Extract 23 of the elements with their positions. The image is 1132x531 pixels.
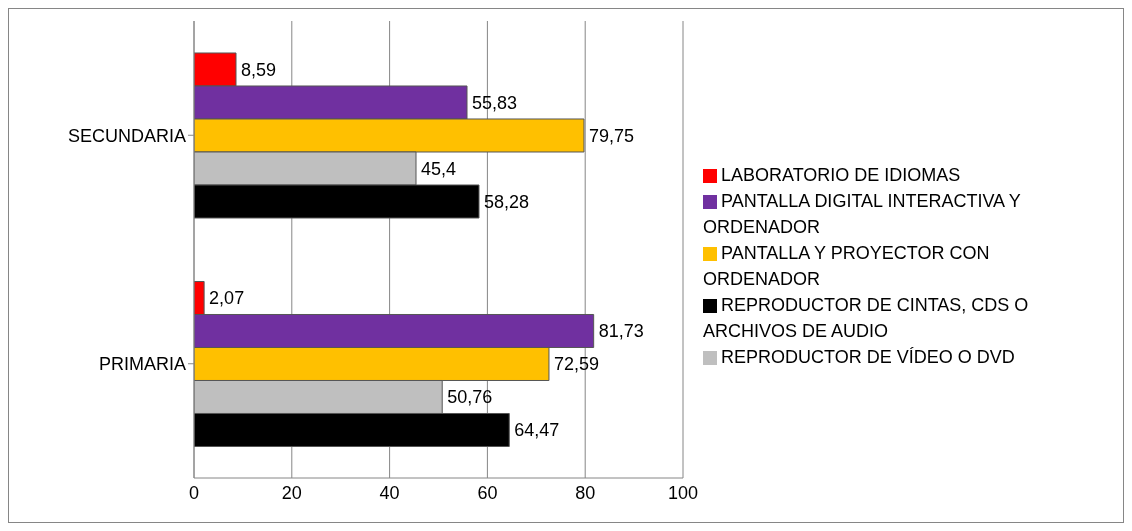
data-label: 50,76	[447, 387, 493, 408]
data-label: 64,47	[514, 420, 560, 441]
legend-label: REPRODUCTOR DE VÍDEO O DVD	[721, 346, 1015, 367]
x-tick-label: 100	[667, 482, 699, 503]
y-tick-label: SECUNDARIA	[67, 125, 186, 146]
x-tick-label: 60	[477, 482, 498, 503]
x-tick-label: 0	[188, 482, 200, 503]
legend-label: PANTALLA DIGITAL INTERACTIVA Y ORDENADOR	[703, 190, 1021, 237]
data-label: 45,4	[421, 158, 457, 179]
data-label: 72,59	[553, 354, 600, 375]
data-label: 2,07	[209, 288, 245, 309]
legend-label: LABORATORIO DE IDIOMAS	[721, 164, 961, 185]
data-label: 8,59	[241, 59, 277, 80]
data-label: 79,75	[588, 125, 635, 146]
legend-label: PANTALLA Y PROYECTOR CON ORDENADOR	[703, 242, 990, 289]
data-label: 58,28	[483, 191, 530, 212]
y-tick-label: PRIMARIA	[98, 354, 186, 375]
data-label: 55,83	[472, 92, 518, 113]
x-tick-label: 40	[379, 482, 400, 503]
data-label: 81,73	[598, 321, 644, 342]
legend-label: REPRODUCTOR DE CINTAS, CDS O ARCHIVOS DE AUDIO	[703, 294, 1029, 341]
x-tick-label: 80	[575, 482, 596, 503]
x-tick-label: 20	[281, 482, 302, 503]
